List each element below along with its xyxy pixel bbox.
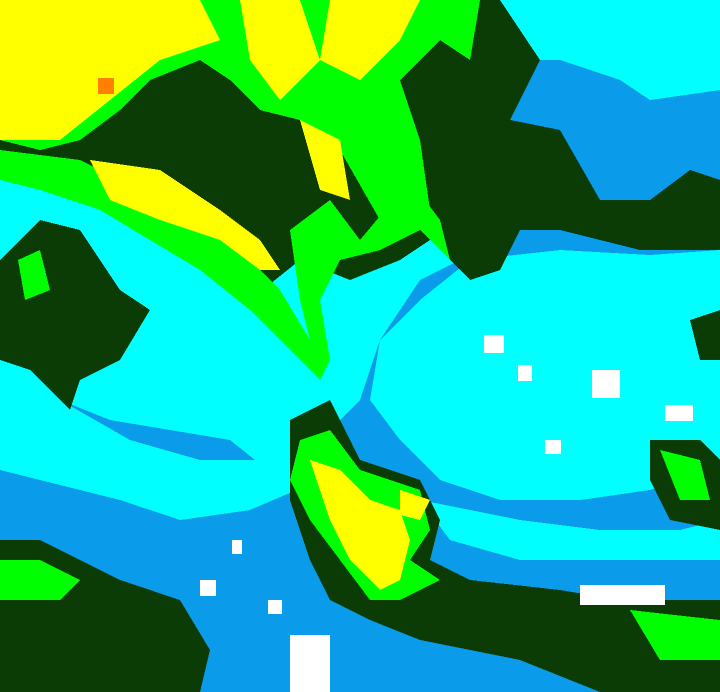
orange-patch xyxy=(98,78,114,94)
yellow-regions xyxy=(0,0,430,590)
white-patches xyxy=(200,335,693,692)
light-cyan-regions xyxy=(0,40,720,560)
